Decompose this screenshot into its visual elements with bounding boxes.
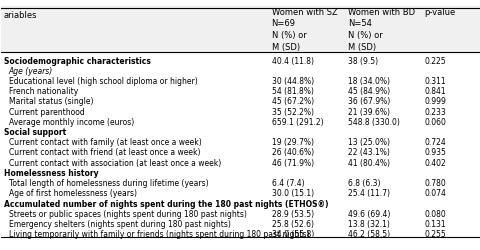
Text: Average monthly income (euros): Average monthly income (euros) xyxy=(9,118,133,127)
Text: 19 (29.7%): 19 (29.7%) xyxy=(271,138,313,147)
Text: Educational level (high school diploma or higher): Educational level (high school diploma o… xyxy=(9,77,197,86)
Text: 34.0 (55.8): 34.0 (55.8) xyxy=(271,230,313,239)
Text: Age of first homelessness (years): Age of first homelessness (years) xyxy=(9,189,136,198)
Text: 548.8 (330.0): 548.8 (330.0) xyxy=(348,118,399,127)
Text: 30 (44.8%): 30 (44.8%) xyxy=(271,77,313,86)
Text: 13.8 (32.1): 13.8 (32.1) xyxy=(348,220,389,229)
Text: Sociodemographic characteristics: Sociodemographic characteristics xyxy=(4,56,150,66)
Text: p-value: p-value xyxy=(424,8,455,16)
Text: 45 (84.9%): 45 (84.9%) xyxy=(348,87,389,96)
Text: 40.4 (11.8): 40.4 (11.8) xyxy=(271,56,313,66)
Text: Current contact with association (at least once a week): Current contact with association (at lea… xyxy=(9,159,220,168)
Text: 22 (43.1%): 22 (43.1%) xyxy=(348,148,389,158)
Text: 46 (71.9%): 46 (71.9%) xyxy=(271,159,313,168)
Text: 0.841: 0.841 xyxy=(424,87,445,96)
Text: 0.999: 0.999 xyxy=(424,98,445,106)
Text: 13 (25.0%): 13 (25.0%) xyxy=(348,138,389,147)
Text: 45 (67.2%): 45 (67.2%) xyxy=(271,98,313,106)
Text: 0.935: 0.935 xyxy=(424,148,445,158)
Text: Total length of homelessness during lifetime (years): Total length of homelessness during life… xyxy=(9,179,208,188)
Text: Current parenthood: Current parenthood xyxy=(9,108,84,116)
Text: Streets or public spaces (nights spent during 180 past nights): Streets or public spaces (nights spent d… xyxy=(9,210,246,219)
Text: 0.233: 0.233 xyxy=(424,108,445,116)
Text: 0.311: 0.311 xyxy=(424,77,445,86)
Text: 0.060: 0.060 xyxy=(424,118,445,127)
Text: Social support: Social support xyxy=(4,128,66,137)
Text: 25.4 (11.7): 25.4 (11.7) xyxy=(348,189,389,198)
Text: 6.8 (6.3): 6.8 (6.3) xyxy=(348,179,380,188)
Text: Women with SZ
N=69
N (%) or
M (SD): Women with SZ N=69 N (%) or M (SD) xyxy=(271,8,336,52)
Text: 38 (9.5): 38 (9.5) xyxy=(348,56,377,66)
Text: 659.1 (291.2): 659.1 (291.2) xyxy=(271,118,323,127)
Text: 0.080: 0.080 xyxy=(424,210,445,219)
Text: 0.724: 0.724 xyxy=(424,138,445,147)
Text: 36 (67.9%): 36 (67.9%) xyxy=(348,98,390,106)
Text: 6.4 (7.4): 6.4 (7.4) xyxy=(271,179,303,188)
Text: 0.131: 0.131 xyxy=(424,220,445,229)
Text: Emergency shelters (nights spent during 180 past nights): Emergency shelters (nights spent during … xyxy=(9,220,230,229)
Text: Marital status (single): Marital status (single) xyxy=(9,98,93,106)
Text: 0.255: 0.255 xyxy=(424,230,445,239)
Text: 26 (40.6%): 26 (40.6%) xyxy=(271,148,313,158)
Text: Homelessness history: Homelessness history xyxy=(4,169,98,178)
Text: Women with BD
N=54
N (%) or
M (SD): Women with BD N=54 N (%) or M (SD) xyxy=(348,8,414,52)
Text: 46.2 (58.5): 46.2 (58.5) xyxy=(348,230,389,239)
Text: 18 (34.0%): 18 (34.0%) xyxy=(348,77,389,86)
Text: Current contact with family (at least once a week): Current contact with family (at least on… xyxy=(9,138,201,147)
Text: French nationality: French nationality xyxy=(9,87,78,96)
Text: 25.8 (52.6): 25.8 (52.6) xyxy=(271,220,313,229)
Text: 41 (80.4%): 41 (80.4%) xyxy=(348,159,389,168)
Bar xyxy=(1,6,479,52)
Text: 28.9 (53.5): 28.9 (53.5) xyxy=(271,210,313,219)
Text: 0.074: 0.074 xyxy=(424,189,445,198)
Text: 54 (81.8%): 54 (81.8%) xyxy=(271,87,313,96)
Text: 35 (52.2%): 35 (52.2%) xyxy=(271,108,313,116)
Text: Accumulated number of nights spent during the 180 past nights (ETHOS®): Accumulated number of nights spent durin… xyxy=(4,200,327,208)
Text: 0.402: 0.402 xyxy=(424,159,445,168)
Text: 0.780: 0.780 xyxy=(424,179,445,188)
Text: 0.225: 0.225 xyxy=(424,56,445,66)
Text: Current contact with friend (at least once a week): Current contact with friend (at least on… xyxy=(9,148,200,158)
Text: Age (years): Age (years) xyxy=(9,67,53,76)
Text: 30.0 (15.1): 30.0 (15.1) xyxy=(271,189,313,198)
Text: 49.6 (69.4): 49.6 (69.4) xyxy=(348,210,390,219)
Text: Living temporarily with family or friends (nights spent during 180 past nights): Living temporarily with family or friend… xyxy=(9,230,309,239)
Text: 21 (39.6%): 21 (39.6%) xyxy=(348,108,389,116)
Text: ariables: ariables xyxy=(4,11,37,20)
